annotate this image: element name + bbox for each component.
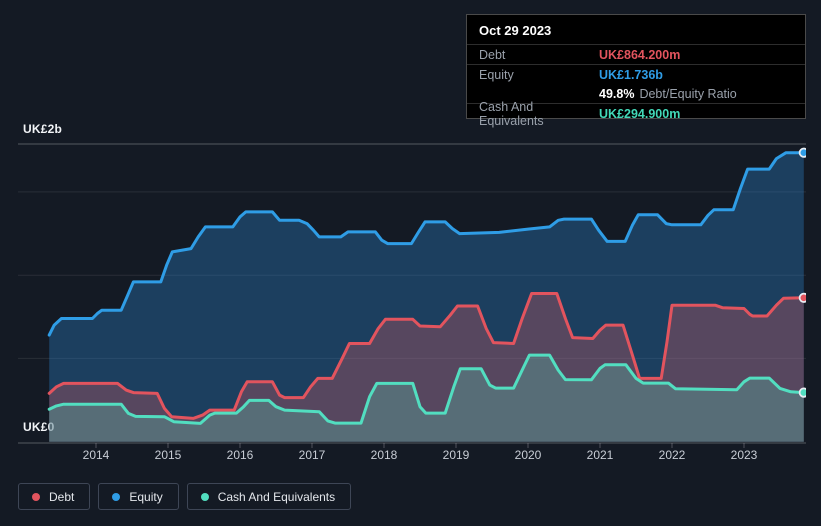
tooltip-cash-value: UK£294.900m	[599, 106, 681, 121]
legend-item-debt[interactable]: Debt	[18, 483, 91, 510]
x-axis-year-label: 2015	[154, 448, 182, 462]
y-axis-bottom-label: UK£0	[23, 420, 55, 434]
tooltip-equity-label: Equity	[479, 67, 514, 82]
series-fills	[49, 152, 804, 442]
x-axis-year-label: 2023	[730, 448, 758, 462]
debt-dot-icon	[32, 492, 40, 501]
legend-item-equity[interactable]: Equity	[98, 483, 179, 510]
tooltip-ratio-value: 49.8%	[599, 86, 635, 101]
legend-cash-label: Cash And Equivalents	[217, 489, 336, 504]
x-axis-year-label: 2021	[586, 448, 614, 462]
tooltip-equity-value: UK£1.736b	[599, 67, 663, 82]
tooltip-cash-row: Cash And Equivalents UK£294.900m	[467, 100, 805, 128]
x-axis-year-label: 2019	[442, 448, 470, 462]
legend-debt-label: Debt	[49, 489, 75, 504]
legend-item-cash[interactable]: Cash And Equivalents	[186, 483, 352, 510]
latest-value-dots	[798, 147, 806, 398]
series-lines	[47, 151, 806, 425]
equity-dot-icon	[112, 492, 121, 501]
cash-dot-icon	[200, 492, 209, 501]
tooltip-cash-label: Cash And Equivalents	[479, 99, 544, 128]
tooltip-equity-row: Equity UK£1.736b	[467, 64, 805, 84]
tooltip-debt-value: UK£864.200m	[599, 47, 681, 62]
tooltip-date: Oct 29 2023	[479, 23, 552, 38]
tooltip-ratio-label: Debt/Equity Ratio	[639, 86, 737, 101]
x-axis-year-label: 2022	[658, 448, 686, 462]
chart-legend: Debt Equity Cash And Equivalents	[18, 483, 352, 510]
tooltip-debt-row: Debt UK£864.200m	[467, 44, 805, 64]
gridlines	[18, 143, 806, 448]
x-axis-year-label: 2020	[514, 448, 542, 462]
tooltip-ratio-row: 49.8% Debt/Equity Ratio	[467, 84, 805, 103]
x-axis-year-label: 2016	[226, 448, 254, 462]
x-axis-year-label: 2014	[82, 448, 110, 462]
x-axis-year-label: 2017	[298, 448, 326, 462]
chart-tooltip: Oct 29 2023 Debt UK£864.200m Equity UK£1…	[466, 14, 806, 128]
y-axis-top-label: UK£2b	[23, 122, 63, 136]
tooltip-debt-label: Debt	[479, 47, 506, 62]
x-axis-year-label: 2018	[370, 448, 398, 462]
legend-equity-label: Equity	[129, 489, 163, 504]
chart-canvas[interactable]	[18, 130, 806, 450]
